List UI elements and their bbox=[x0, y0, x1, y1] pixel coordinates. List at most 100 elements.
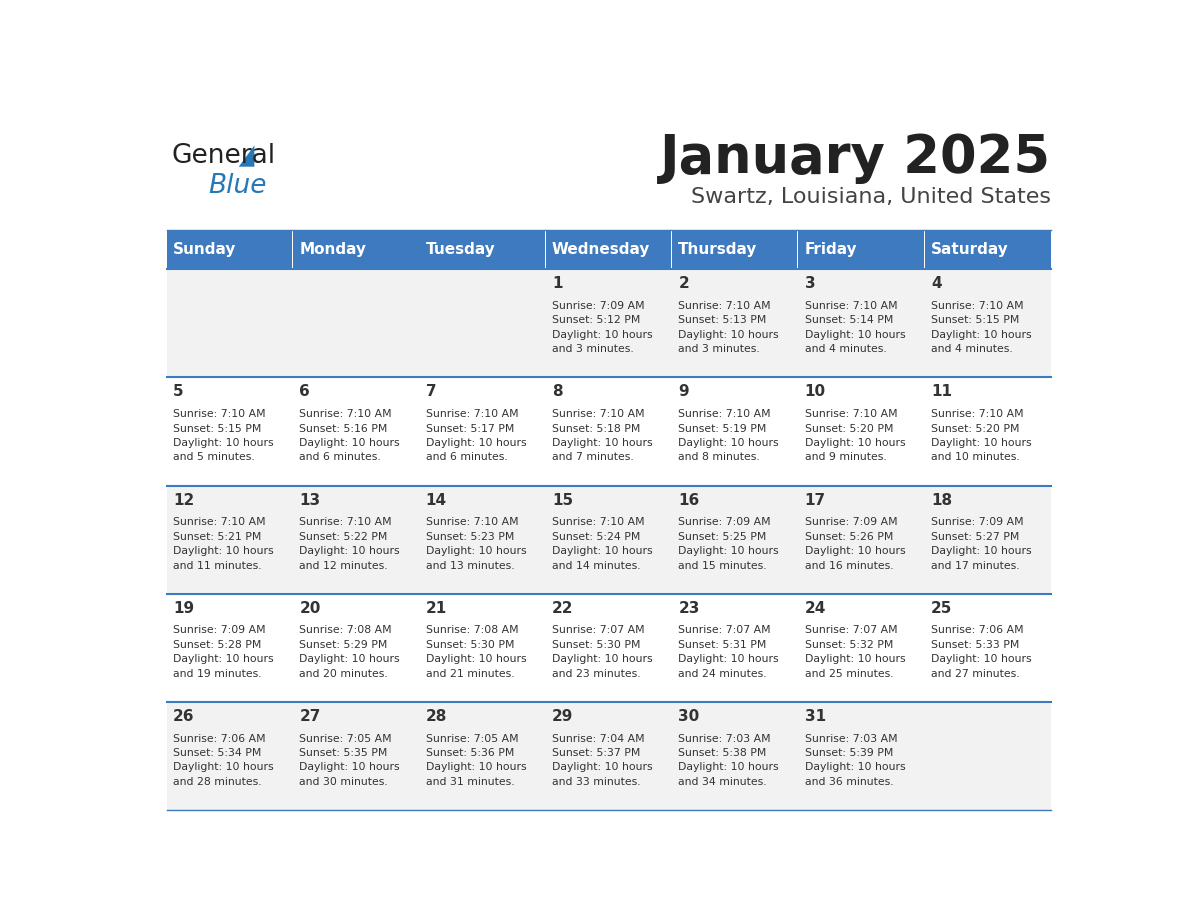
Text: 31: 31 bbox=[804, 709, 826, 724]
Bar bbox=[419, 230, 545, 269]
Text: Sunrise: 7:10 AM
Sunset: 5:24 PM
Daylight: 10 hours
and 14 minutes.: Sunrise: 7:10 AM Sunset: 5:24 PM Dayligh… bbox=[552, 518, 652, 570]
Bar bbox=[545, 701, 672, 810]
Text: 27: 27 bbox=[299, 709, 321, 724]
Bar bbox=[419, 377, 545, 486]
Text: 22: 22 bbox=[552, 600, 574, 616]
Text: Sunrise: 7:10 AM
Sunset: 5:22 PM
Daylight: 10 hours
and 12 minutes.: Sunrise: 7:10 AM Sunset: 5:22 PM Dayligh… bbox=[299, 518, 400, 570]
Bar bbox=[419, 701, 545, 810]
Text: 29: 29 bbox=[552, 709, 574, 724]
Text: 7: 7 bbox=[425, 385, 436, 399]
Text: 5: 5 bbox=[173, 385, 184, 399]
Bar bbox=[166, 230, 293, 269]
Bar bbox=[293, 269, 419, 377]
Bar bbox=[419, 594, 545, 701]
Text: Swartz, Louisiana, United States: Swartz, Louisiana, United States bbox=[690, 187, 1051, 207]
Bar bbox=[293, 701, 419, 810]
Text: Sunrise: 7:03 AM
Sunset: 5:38 PM
Daylight: 10 hours
and 34 minutes.: Sunrise: 7:03 AM Sunset: 5:38 PM Dayligh… bbox=[678, 733, 779, 787]
Text: Sunrise: 7:03 AM
Sunset: 5:39 PM
Daylight: 10 hours
and 36 minutes.: Sunrise: 7:03 AM Sunset: 5:39 PM Dayligh… bbox=[804, 733, 905, 787]
Text: 3: 3 bbox=[804, 276, 815, 291]
Bar bbox=[672, 701, 798, 810]
Bar bbox=[798, 230, 924, 269]
Text: Sunrise: 7:10 AM
Sunset: 5:19 PM
Daylight: 10 hours
and 8 minutes.: Sunrise: 7:10 AM Sunset: 5:19 PM Dayligh… bbox=[678, 409, 779, 463]
Text: Sunrise: 7:08 AM
Sunset: 5:30 PM
Daylight: 10 hours
and 21 minutes.: Sunrise: 7:08 AM Sunset: 5:30 PM Dayligh… bbox=[425, 625, 526, 678]
Bar bbox=[545, 486, 672, 594]
Text: Sunrise: 7:10 AM
Sunset: 5:15 PM
Daylight: 10 hours
and 5 minutes.: Sunrise: 7:10 AM Sunset: 5:15 PM Dayligh… bbox=[173, 409, 274, 463]
Text: Sunrise: 7:06 AM
Sunset: 5:33 PM
Daylight: 10 hours
and 27 minutes.: Sunrise: 7:06 AM Sunset: 5:33 PM Dayligh… bbox=[931, 625, 1031, 678]
Text: Sunrise: 7:08 AM
Sunset: 5:29 PM
Daylight: 10 hours
and 20 minutes.: Sunrise: 7:08 AM Sunset: 5:29 PM Dayligh… bbox=[299, 625, 400, 678]
Text: 4: 4 bbox=[931, 276, 941, 291]
Text: Sunrise: 7:06 AM
Sunset: 5:34 PM
Daylight: 10 hours
and 28 minutes.: Sunrise: 7:06 AM Sunset: 5:34 PM Dayligh… bbox=[173, 733, 274, 787]
Text: Sunday: Sunday bbox=[173, 242, 236, 257]
Text: 16: 16 bbox=[678, 493, 700, 508]
Text: January 2025: January 2025 bbox=[659, 132, 1051, 185]
Text: 9: 9 bbox=[678, 385, 689, 399]
Bar bbox=[924, 594, 1051, 701]
Text: 12: 12 bbox=[173, 493, 195, 508]
Text: 8: 8 bbox=[552, 385, 563, 399]
Text: Sunrise: 7:10 AM
Sunset: 5:21 PM
Daylight: 10 hours
and 11 minutes.: Sunrise: 7:10 AM Sunset: 5:21 PM Dayligh… bbox=[173, 518, 274, 570]
Text: Sunrise: 7:09 AM
Sunset: 5:27 PM
Daylight: 10 hours
and 17 minutes.: Sunrise: 7:09 AM Sunset: 5:27 PM Dayligh… bbox=[931, 518, 1031, 570]
Text: Sunrise: 7:10 AM
Sunset: 5:13 PM
Daylight: 10 hours
and 3 minutes.: Sunrise: 7:10 AM Sunset: 5:13 PM Dayligh… bbox=[678, 301, 779, 354]
Bar bbox=[545, 377, 672, 486]
Text: 10: 10 bbox=[804, 385, 826, 399]
Bar bbox=[924, 486, 1051, 594]
Bar bbox=[545, 230, 672, 269]
Bar bbox=[924, 230, 1051, 269]
Bar bbox=[419, 269, 545, 377]
Text: Sunrise: 7:07 AM
Sunset: 5:32 PM
Daylight: 10 hours
and 25 minutes.: Sunrise: 7:07 AM Sunset: 5:32 PM Dayligh… bbox=[804, 625, 905, 678]
Text: 19: 19 bbox=[173, 600, 195, 616]
Bar bbox=[672, 230, 798, 269]
Text: 1: 1 bbox=[552, 276, 563, 291]
Bar bbox=[798, 594, 924, 701]
Text: 6: 6 bbox=[299, 385, 310, 399]
Bar bbox=[293, 377, 419, 486]
Text: 21: 21 bbox=[425, 600, 447, 616]
Text: 28: 28 bbox=[425, 709, 447, 724]
Bar bbox=[166, 486, 293, 594]
Text: Tuesday: Tuesday bbox=[425, 242, 495, 257]
Text: Sunrise: 7:10 AM
Sunset: 5:15 PM
Daylight: 10 hours
and 4 minutes.: Sunrise: 7:10 AM Sunset: 5:15 PM Dayligh… bbox=[931, 301, 1031, 354]
Text: Sunrise: 7:10 AM
Sunset: 5:18 PM
Daylight: 10 hours
and 7 minutes.: Sunrise: 7:10 AM Sunset: 5:18 PM Dayligh… bbox=[552, 409, 652, 463]
Bar bbox=[293, 594, 419, 701]
Text: 11: 11 bbox=[931, 385, 952, 399]
Text: Thursday: Thursday bbox=[678, 242, 758, 257]
Polygon shape bbox=[239, 145, 254, 167]
Text: Sunrise: 7:07 AM
Sunset: 5:31 PM
Daylight: 10 hours
and 24 minutes.: Sunrise: 7:07 AM Sunset: 5:31 PM Dayligh… bbox=[678, 625, 779, 678]
Text: Blue: Blue bbox=[208, 173, 267, 199]
Text: Sunrise: 7:05 AM
Sunset: 5:35 PM
Daylight: 10 hours
and 30 minutes.: Sunrise: 7:05 AM Sunset: 5:35 PM Dayligh… bbox=[299, 733, 400, 787]
Text: 26: 26 bbox=[173, 709, 195, 724]
Text: Sunrise: 7:10 AM
Sunset: 5:20 PM
Daylight: 10 hours
and 10 minutes.: Sunrise: 7:10 AM Sunset: 5:20 PM Dayligh… bbox=[931, 409, 1031, 463]
Text: 15: 15 bbox=[552, 493, 573, 508]
Text: Sunrise: 7:09 AM
Sunset: 5:25 PM
Daylight: 10 hours
and 15 minutes.: Sunrise: 7:09 AM Sunset: 5:25 PM Dayligh… bbox=[678, 518, 779, 570]
Text: Sunrise: 7:09 AM
Sunset: 5:26 PM
Daylight: 10 hours
and 16 minutes.: Sunrise: 7:09 AM Sunset: 5:26 PM Dayligh… bbox=[804, 518, 905, 570]
Bar bbox=[166, 594, 293, 701]
Text: 13: 13 bbox=[299, 493, 321, 508]
Text: Sunrise: 7:09 AM
Sunset: 5:12 PM
Daylight: 10 hours
and 3 minutes.: Sunrise: 7:09 AM Sunset: 5:12 PM Dayligh… bbox=[552, 301, 652, 354]
Text: Sunrise: 7:10 AM
Sunset: 5:14 PM
Daylight: 10 hours
and 4 minutes.: Sunrise: 7:10 AM Sunset: 5:14 PM Dayligh… bbox=[804, 301, 905, 354]
Text: 14: 14 bbox=[425, 493, 447, 508]
Text: Saturday: Saturday bbox=[931, 242, 1009, 257]
Bar bbox=[798, 701, 924, 810]
Bar bbox=[924, 269, 1051, 377]
Bar bbox=[293, 486, 419, 594]
Text: 20: 20 bbox=[299, 600, 321, 616]
Bar bbox=[924, 377, 1051, 486]
Bar bbox=[672, 269, 798, 377]
Text: Wednesday: Wednesday bbox=[552, 242, 650, 257]
Text: General: General bbox=[171, 143, 276, 169]
Bar bbox=[798, 486, 924, 594]
Bar bbox=[545, 594, 672, 701]
Bar bbox=[798, 269, 924, 377]
Text: Friday: Friday bbox=[804, 242, 858, 257]
Text: Sunrise: 7:10 AM
Sunset: 5:17 PM
Daylight: 10 hours
and 6 minutes.: Sunrise: 7:10 AM Sunset: 5:17 PM Dayligh… bbox=[425, 409, 526, 463]
Text: 24: 24 bbox=[804, 600, 826, 616]
Text: 23: 23 bbox=[678, 600, 700, 616]
Bar bbox=[419, 486, 545, 594]
Text: Monday: Monday bbox=[299, 242, 366, 257]
Text: Sunrise: 7:09 AM
Sunset: 5:28 PM
Daylight: 10 hours
and 19 minutes.: Sunrise: 7:09 AM Sunset: 5:28 PM Dayligh… bbox=[173, 625, 274, 678]
Text: Sunrise: 7:04 AM
Sunset: 5:37 PM
Daylight: 10 hours
and 33 minutes.: Sunrise: 7:04 AM Sunset: 5:37 PM Dayligh… bbox=[552, 733, 652, 787]
Text: Sunrise: 7:05 AM
Sunset: 5:36 PM
Daylight: 10 hours
and 31 minutes.: Sunrise: 7:05 AM Sunset: 5:36 PM Dayligh… bbox=[425, 733, 526, 787]
Bar bbox=[672, 594, 798, 701]
Text: Sunrise: 7:07 AM
Sunset: 5:30 PM
Daylight: 10 hours
and 23 minutes.: Sunrise: 7:07 AM Sunset: 5:30 PM Dayligh… bbox=[552, 625, 652, 678]
Bar bbox=[166, 701, 293, 810]
